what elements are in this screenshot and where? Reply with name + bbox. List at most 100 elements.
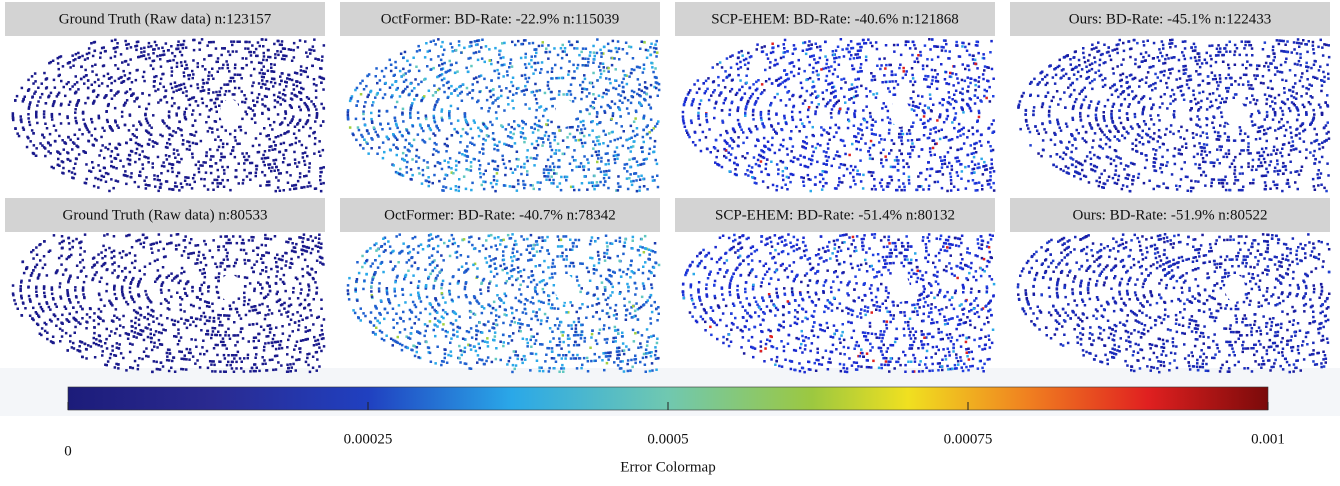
point — [496, 172, 499, 175]
point — [1307, 88, 1310, 91]
point — [135, 49, 138, 52]
point — [617, 40, 620, 43]
point — [479, 176, 482, 179]
point — [486, 134, 489, 137]
point — [516, 189, 519, 192]
point — [189, 104, 192, 107]
point — [811, 43, 814, 46]
point — [284, 94, 287, 97]
point — [714, 147, 717, 150]
point — [261, 98, 264, 101]
point — [458, 40, 461, 43]
point — [285, 149, 288, 152]
point — [566, 136, 569, 139]
point — [968, 69, 971, 72]
point — [934, 126, 937, 128]
point — [294, 94, 297, 97]
point — [279, 190, 282, 193]
point — [592, 45, 595, 48]
point — [693, 83, 696, 86]
point — [694, 144, 697, 147]
point — [205, 121, 208, 124]
point — [478, 168, 481, 171]
point — [846, 48, 849, 51]
point — [949, 75, 952, 78]
point — [396, 127, 399, 130]
point — [1300, 95, 1303, 98]
point — [740, 129, 743, 132]
point — [300, 69, 303, 72]
point — [717, 150, 720, 153]
point-cloud — [12, 38, 326, 192]
point — [753, 156, 756, 159]
point — [948, 96, 951, 99]
point — [575, 166, 578, 169]
point — [825, 155, 828, 158]
point — [400, 75, 403, 78]
point — [397, 87, 400, 90]
point — [576, 41, 579, 44]
point — [517, 87, 520, 90]
point — [807, 109, 810, 112]
point — [658, 89, 661, 92]
point — [643, 162, 646, 165]
point — [1202, 91, 1205, 94]
point — [562, 139, 565, 142]
point — [955, 90, 958, 93]
point — [799, 119, 802, 122]
point — [490, 182, 493, 185]
point — [646, 188, 649, 191]
point — [868, 150, 871, 153]
point — [873, 178, 876, 181]
point — [558, 90, 561, 93]
point — [649, 148, 652, 151]
point — [878, 58, 881, 61]
point — [378, 146, 381, 149]
point — [928, 188, 931, 191]
point — [104, 50, 107, 53]
point — [315, 90, 318, 93]
point — [224, 93, 227, 96]
point — [159, 179, 162, 182]
point — [878, 141, 881, 144]
point — [835, 154, 838, 157]
point — [777, 173, 780, 176]
point — [177, 127, 180, 130]
point — [472, 89, 475, 92]
point — [270, 145, 273, 148]
point — [283, 142, 286, 145]
point — [182, 139, 185, 142]
point — [121, 61, 124, 64]
point — [920, 119, 923, 122]
point — [1265, 147, 1268, 150]
point — [929, 118, 932, 121]
point — [623, 91, 626, 94]
point — [441, 168, 444, 171]
point — [584, 142, 587, 145]
point — [479, 164, 482, 167]
point — [114, 55, 117, 58]
point — [1318, 104, 1321, 107]
point — [200, 90, 203, 93]
point — [124, 124, 127, 127]
point — [170, 67, 173, 70]
point — [592, 140, 595, 143]
point — [450, 92, 453, 95]
point — [349, 100, 352, 103]
point — [212, 91, 215, 94]
point — [853, 179, 856, 182]
point — [217, 94, 220, 97]
point — [465, 159, 468, 162]
point — [252, 145, 255, 148]
point — [949, 103, 952, 106]
point — [694, 131, 697, 134]
point — [124, 60, 127, 63]
point — [166, 101, 169, 104]
point — [856, 170, 859, 173]
point — [393, 75, 396, 78]
point — [169, 60, 172, 63]
point — [605, 77, 608, 80]
point — [876, 65, 879, 68]
point — [266, 80, 269, 83]
point — [922, 188, 925, 191]
